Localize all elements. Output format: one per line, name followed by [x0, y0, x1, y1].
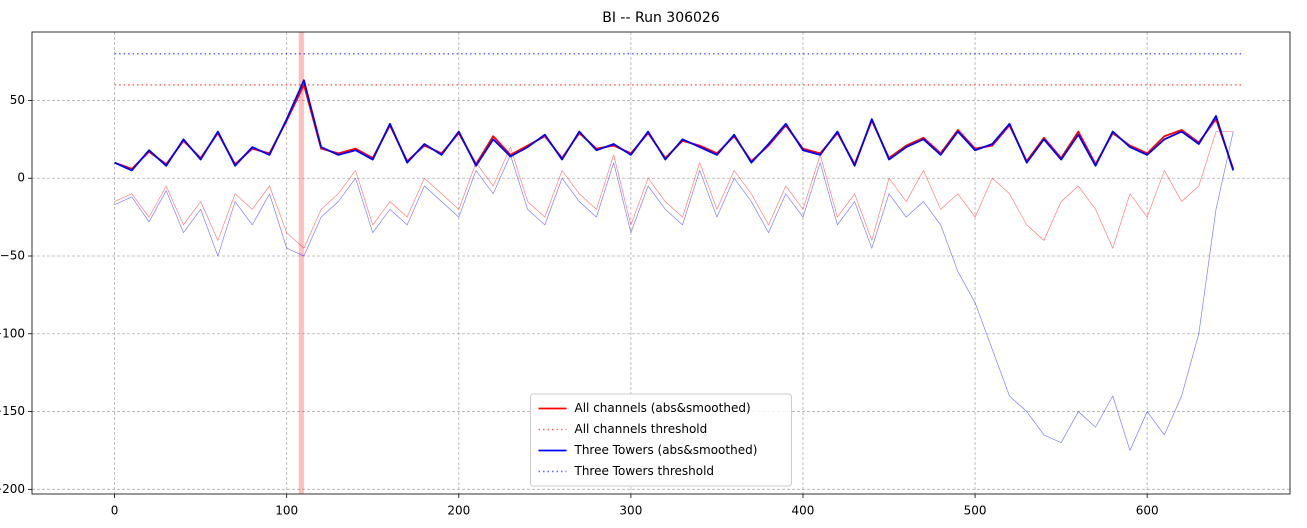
legend-label: Three Towers (abs&smoothed): [574, 443, 758, 457]
y-tick-label: 50: [10, 93, 25, 107]
y-tick-label: −100: [0, 326, 25, 340]
legend-box: [530, 393, 792, 487]
y-tick-label: −50: [0, 249, 25, 263]
x-tick-label: 100: [275, 504, 298, 518]
series-line: [114, 131, 1234, 451]
legend-label: All channels (abs&smoothed): [575, 401, 751, 415]
x-tick-label: 300: [619, 504, 642, 518]
y-tick-label: 0: [17, 171, 25, 185]
series-line: [114, 79, 1235, 172]
series-line: [114, 131, 1234, 249]
x-tick-label: 400: [792, 504, 815, 518]
x-tick-label: 600: [1136, 504, 1159, 518]
legend-label: All channels threshold: [575, 422, 708, 436]
chart-title: BI -- Run 306026: [602, 10, 720, 26]
highlight-span: [298, 32, 304, 494]
legend: All channels (abs&smoothed) All channels …: [530, 393, 792, 487]
x-tick-label: 200: [447, 504, 470, 518]
x-tick-label: 0: [111, 504, 119, 518]
plot-frame: [31, 31, 1291, 495]
legend-label: Three Towers threshold: [574, 464, 715, 478]
x-tick-label: 500: [964, 504, 987, 518]
y-tick-label: −200: [0, 482, 25, 496]
y-tick-label: −150: [0, 404, 25, 418]
